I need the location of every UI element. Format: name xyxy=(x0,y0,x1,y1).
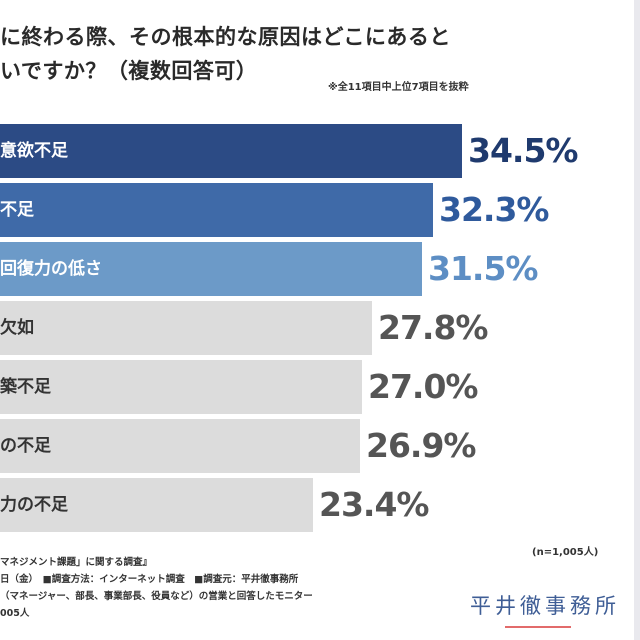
sample-size-label: (n=1,005人) xyxy=(532,547,599,558)
logo-underline xyxy=(505,626,571,628)
selection-note: ※全11項目中上位7項目を抜粋 xyxy=(328,82,469,93)
bar-value-5: 27.0% xyxy=(368,367,478,406)
title-line-2: いですか？（複数回答可） xyxy=(0,59,258,83)
right-frame-edge xyxy=(634,0,640,640)
bar-value-7: 23.4% xyxy=(319,485,429,524)
footer-line-4: 005人 xyxy=(0,608,30,619)
bar-6 xyxy=(0,419,360,473)
bar-label-2: 不足 xyxy=(0,200,34,220)
bar-7 xyxy=(0,478,313,532)
bar-label-7: 力の不足 xyxy=(0,495,68,515)
bar-4 xyxy=(0,301,372,355)
bar-value-1: 34.5% xyxy=(468,131,578,170)
footer-line-1: マネジメント課題」に関する調査』 xyxy=(0,557,153,568)
bar-value-3: 31.5% xyxy=(428,249,538,288)
survey-footer: マネジメント課題」に関する調査』 日（金） ■調査方法：インターネット調査 ■調… xyxy=(0,554,430,622)
bar-value-6: 26.9% xyxy=(366,426,476,465)
bar-2 xyxy=(0,183,433,237)
company-logo: 平井徹事務所 xyxy=(470,594,620,618)
footer-line-2: 日（金） ■調査方法：インターネット調査 ■調査元：平井徹事務所 xyxy=(0,574,299,585)
bar-value-2: 32.3% xyxy=(439,190,549,229)
bar-label-3: 回復力の低さ xyxy=(0,259,102,279)
bar-label-6: の不足 xyxy=(0,436,51,456)
chart-title: に終わる際、その根本的な原因はどこにあると いですか？（複数回答可） xyxy=(0,20,600,88)
bar-value-4: 27.8% xyxy=(378,308,488,347)
bar-5 xyxy=(0,360,362,414)
bar-label-1: 意欲不足 xyxy=(0,141,68,161)
bar-3 xyxy=(0,242,422,296)
title-line-1: に終わる際、その根本的な原因はどこにあると xyxy=(0,25,451,49)
bar-1 xyxy=(0,124,462,178)
bar-label-5: 築不足 xyxy=(0,377,51,397)
bar-label-4: 欠如 xyxy=(0,318,34,338)
footer-line-3: （マネージャー、部長、事業部長、役員など）の営業と回答したモニター xyxy=(0,591,313,602)
